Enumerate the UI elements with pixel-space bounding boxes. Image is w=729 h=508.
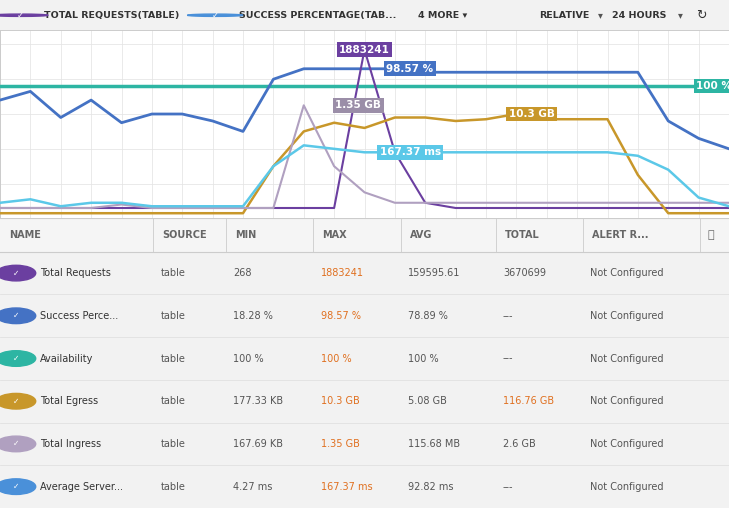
- Text: Not Configured: Not Configured: [590, 268, 664, 278]
- Circle shape: [0, 436, 36, 452]
- Text: ✓: ✓: [13, 269, 19, 277]
- Text: ▾: ▾: [678, 10, 683, 20]
- Text: Not Configured: Not Configured: [590, 311, 664, 321]
- Text: 3670699: 3670699: [503, 268, 546, 278]
- Text: ✓: ✓: [13, 354, 19, 363]
- Text: 78.89 %: 78.89 %: [408, 311, 448, 321]
- Text: Average Server...: Average Server...: [40, 482, 123, 492]
- Text: Not Configured: Not Configured: [590, 482, 664, 492]
- Circle shape: [0, 265, 36, 281]
- Text: 5.08 GB: 5.08 GB: [408, 396, 447, 406]
- Text: 24 HOURS: 24 HOURS: [612, 11, 667, 20]
- Text: 10.3 GB: 10.3 GB: [321, 396, 359, 406]
- Text: 268: 268: [233, 268, 252, 278]
- Text: TOTAL REQUESTS(TABLE): TOTAL REQUESTS(TABLE): [44, 11, 179, 20]
- Circle shape: [0, 14, 48, 16]
- Text: 167.37 ms: 167.37 ms: [380, 147, 440, 157]
- Text: 10.3 GB: 10.3 GB: [509, 109, 555, 119]
- Text: table: table: [160, 311, 185, 321]
- Text: AVG: AVG: [410, 230, 432, 240]
- Text: 4 MORE ▾: 4 MORE ▾: [418, 11, 468, 20]
- Circle shape: [0, 351, 36, 366]
- Text: ✓: ✓: [13, 439, 19, 449]
- Text: table: table: [160, 354, 185, 364]
- Text: 167.69 KB: 167.69 KB: [233, 439, 284, 449]
- Text: 1883241: 1883241: [339, 45, 390, 55]
- Text: Success Perce...: Success Perce...: [40, 311, 118, 321]
- Circle shape: [0, 308, 36, 324]
- Text: Total Requests: Total Requests: [40, 268, 111, 278]
- Text: 98.57 %: 98.57 %: [386, 64, 434, 74]
- Text: 100 %: 100 %: [321, 354, 351, 364]
- Text: ---: ---: [503, 354, 513, 364]
- Text: 167.37 ms: 167.37 ms: [321, 482, 373, 492]
- Text: NAME: NAME: [9, 230, 41, 240]
- Text: SOURCE: SOURCE: [162, 230, 206, 240]
- Text: Availability: Availability: [40, 354, 93, 364]
- Text: table: table: [160, 268, 185, 278]
- Text: 🔍: 🔍: [707, 230, 714, 240]
- Text: 115.68 MB: 115.68 MB: [408, 439, 461, 449]
- FancyBboxPatch shape: [0, 218, 729, 252]
- Text: 100 %: 100 %: [233, 354, 264, 364]
- Text: ✓: ✓: [13, 482, 19, 491]
- Text: 116.76 GB: 116.76 GB: [503, 396, 554, 406]
- Text: 98.57 %: 98.57 %: [321, 311, 361, 321]
- Text: MAX: MAX: [322, 230, 347, 240]
- Circle shape: [187, 14, 243, 16]
- Text: RELATIVE: RELATIVE: [539, 11, 590, 20]
- Text: 100 %: 100 %: [696, 81, 729, 91]
- Text: ▾: ▾: [598, 10, 603, 20]
- Circle shape: [0, 479, 36, 494]
- Text: 100 %: 100 %: [408, 354, 439, 364]
- Circle shape: [0, 393, 36, 409]
- Text: ALERT R...: ALERT R...: [592, 230, 649, 240]
- Text: Not Configured: Not Configured: [590, 396, 664, 406]
- Text: 4.27 ms: 4.27 ms: [233, 482, 273, 492]
- Text: ✓: ✓: [17, 11, 24, 20]
- Text: Total Ingress: Total Ingress: [40, 439, 101, 449]
- Text: 159595.61: 159595.61: [408, 268, 461, 278]
- Text: ↻: ↻: [696, 9, 706, 22]
- Text: table: table: [160, 396, 185, 406]
- Text: ✓: ✓: [13, 397, 19, 406]
- Text: table: table: [160, 482, 185, 492]
- Text: 92.82 ms: 92.82 ms: [408, 482, 453, 492]
- Text: Total Egress: Total Egress: [40, 396, 98, 406]
- Text: 177.33 KB: 177.33 KB: [233, 396, 284, 406]
- Text: ---: ---: [503, 311, 513, 321]
- Text: TOTAL: TOTAL: [504, 230, 539, 240]
- Text: ---: ---: [503, 482, 513, 492]
- Text: 1.35 GB: 1.35 GB: [321, 439, 359, 449]
- Text: Not Configured: Not Configured: [590, 439, 664, 449]
- Text: MIN: MIN: [235, 230, 256, 240]
- Text: table: table: [160, 439, 185, 449]
- Text: 1.35 GB: 1.35 GB: [335, 100, 381, 110]
- Text: ✓: ✓: [211, 11, 219, 20]
- Text: 1883241: 1883241: [321, 268, 364, 278]
- Text: Not Configured: Not Configured: [590, 354, 664, 364]
- Text: ✓: ✓: [13, 311, 19, 321]
- Text: 18.28 %: 18.28 %: [233, 311, 273, 321]
- Text: SUCCESS PERCENTAGE(TAB...: SUCCESS PERCENTAGE(TAB...: [239, 11, 397, 20]
- Text: 2.6 GB: 2.6 GB: [503, 439, 536, 449]
